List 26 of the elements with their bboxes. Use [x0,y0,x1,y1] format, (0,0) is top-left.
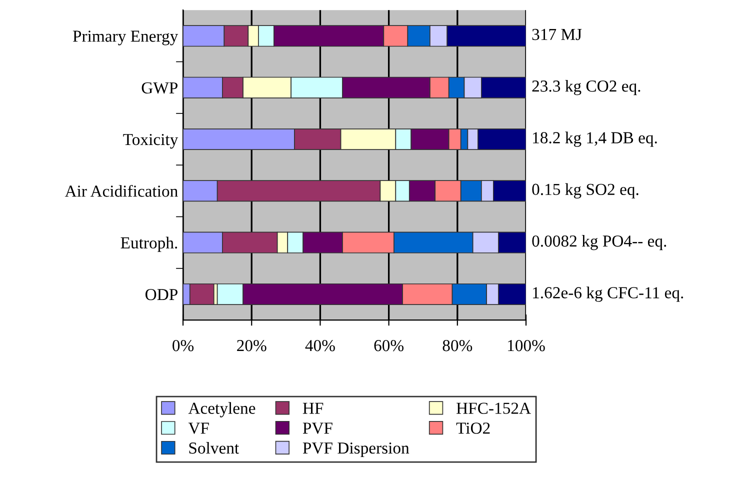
y-tick-label: ODP [146,288,178,300]
x-tick-label: 0% [172,340,194,352]
y-tick-label: Air Acidification [64,184,178,197]
x-tick-label: 80% [442,340,472,352]
text: 0.0082 kg PO4-- eq. [532,234,666,250]
legend-label: HF [302,402,324,414]
text: 1.62e-6 kg CFC-11 eq. [533,286,684,302]
y-tick-label: Toxicity [123,134,178,149]
text: 0.15 kg SO2 eq. [532,183,638,198]
x-tick-label: 100% [508,340,545,352]
text: 18.2 kg 1,4 DB eq. [533,132,657,147]
legend-label: PVF Dispersion [302,442,410,458]
x-tick-label: 40% [305,340,335,352]
legend-label: Acetylene [188,402,256,418]
text: 317 MJ [532,28,582,40]
legend-label: VF [188,422,209,434]
legend-label: TiO2 [456,422,490,434]
legend-label: Solvent [189,442,240,454]
x-tick-label: 60% [374,340,404,352]
x-tick-label: 20% [237,340,266,352]
y-tick-label: Eutroph. [120,236,178,252]
text: 23.3 kg CO2 eq. [532,80,640,96]
y-tick-label: Primary Energy [72,30,178,46]
legend-label: PVF [302,422,332,434]
legend-label: HFC-152A [456,402,531,414]
y-tick-label: GWP [142,82,178,94]
